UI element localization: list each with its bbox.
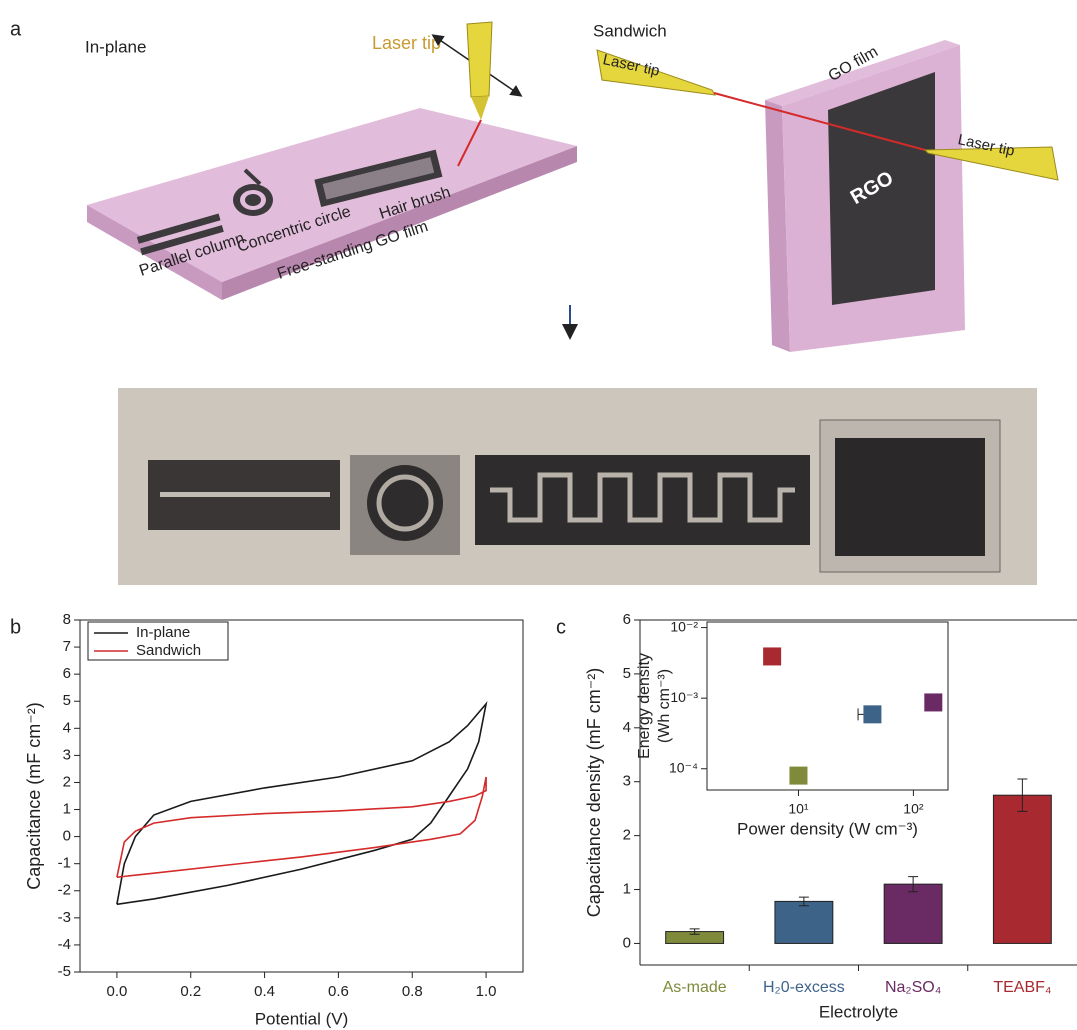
x-tick-label: 0.0 [106, 983, 127, 1000]
photo-brush [475, 455, 810, 545]
x-tick-label: As-made [663, 979, 727, 996]
panel-label: b [10, 616, 21, 638]
bar [775, 901, 833, 943]
y-axis-label: Capacitance (mF cm⁻²) [24, 702, 44, 890]
figure: a In-plane Parallel column Concentric ci… [0, 0, 1077, 1030]
x-tick-label: 0.4 [254, 983, 275, 1000]
legend-label: Sandwich [136, 642, 201, 659]
y-tick-label: 10⁻⁴ [669, 759, 698, 775]
y-tick-label: 4 [63, 719, 71, 736]
x-tick-label: 10² [903, 801, 924, 817]
y-tick-label: 8 [63, 611, 71, 628]
laser-label: Laser tip [372, 33, 441, 53]
y-axis-label: Energy density [636, 653, 653, 759]
x-tick-label: 0.8 [402, 983, 423, 1000]
x-tick-label: 1.0 [476, 983, 497, 1000]
x-axis-label: Potential (V) [255, 1009, 349, 1028]
point [789, 767, 807, 785]
panel-label: c [556, 616, 566, 638]
bar [993, 795, 1051, 943]
y-tick-label: 0 [623, 934, 631, 951]
x-tick-label: Na₂SO₄ [885, 979, 941, 996]
y-tick-label: 1 [623, 881, 631, 898]
y-tick-label: 7 [63, 638, 71, 655]
y-tick-label: 10⁻³ [670, 689, 698, 705]
point [763, 647, 781, 665]
x-tick-label: H₂0-excess [763, 979, 845, 996]
legend-label: In-plane [136, 624, 190, 641]
y-tick-label: 3 [623, 773, 631, 790]
circle-inner [245, 194, 261, 206]
y-tick-label: -3 [58, 909, 71, 926]
in-plane-title: In-plane [85, 37, 146, 56]
plot-frame [707, 622, 948, 790]
photo-rgo [835, 438, 985, 556]
curve [117, 777, 486, 877]
y-tick-label: -4 [58, 936, 71, 953]
y-tick-label: 6 [63, 665, 71, 682]
y-tick-label: 5 [623, 665, 631, 682]
point [924, 693, 942, 711]
y-tick-label: 0 [63, 828, 71, 845]
y-tick-label: 6 [623, 611, 631, 628]
sandwich-title: Sandwich [593, 21, 667, 40]
x-tick-label: 10¹ [788, 801, 809, 817]
y-axis-label: Capacitance density (mF cm⁻²) [584, 668, 604, 918]
y-tick-label: 10⁻² [670, 618, 698, 634]
page: {"panel_labels": ["a", "b", "c"], "panel… [0, 0, 1077, 1030]
laser-cone [471, 96, 489, 120]
panel-label: a [10, 18, 22, 40]
x-axis-label: Electrolyte [819, 1002, 898, 1021]
x-tick-label: 0.6 [328, 983, 349, 1000]
y-tick-label: 1 [63, 801, 71, 818]
plot-frame [80, 620, 523, 972]
bar [884, 884, 942, 943]
x-tick-label: TEABF₄ [993, 979, 1051, 996]
laser-pen [467, 22, 492, 97]
y-tick-label: 5 [63, 692, 71, 709]
x-axis-label: Power density (W cm⁻³) [737, 819, 918, 838]
y-tick-label: -5 [58, 963, 71, 980]
y-tick-label: -1 [58, 855, 71, 872]
y-tick-label: 2 [623, 827, 631, 844]
photo-gap [160, 492, 330, 497]
y-tick-label: 3 [63, 746, 71, 763]
y-axis-label: (Wh cm⁻³) [656, 669, 673, 743]
x-tick-label: 0.2 [180, 983, 201, 1000]
y-tick-label: 2 [63, 773, 71, 790]
point [863, 705, 881, 723]
y-tick-label: 4 [623, 719, 631, 736]
y-tick-label: -2 [58, 882, 71, 899]
